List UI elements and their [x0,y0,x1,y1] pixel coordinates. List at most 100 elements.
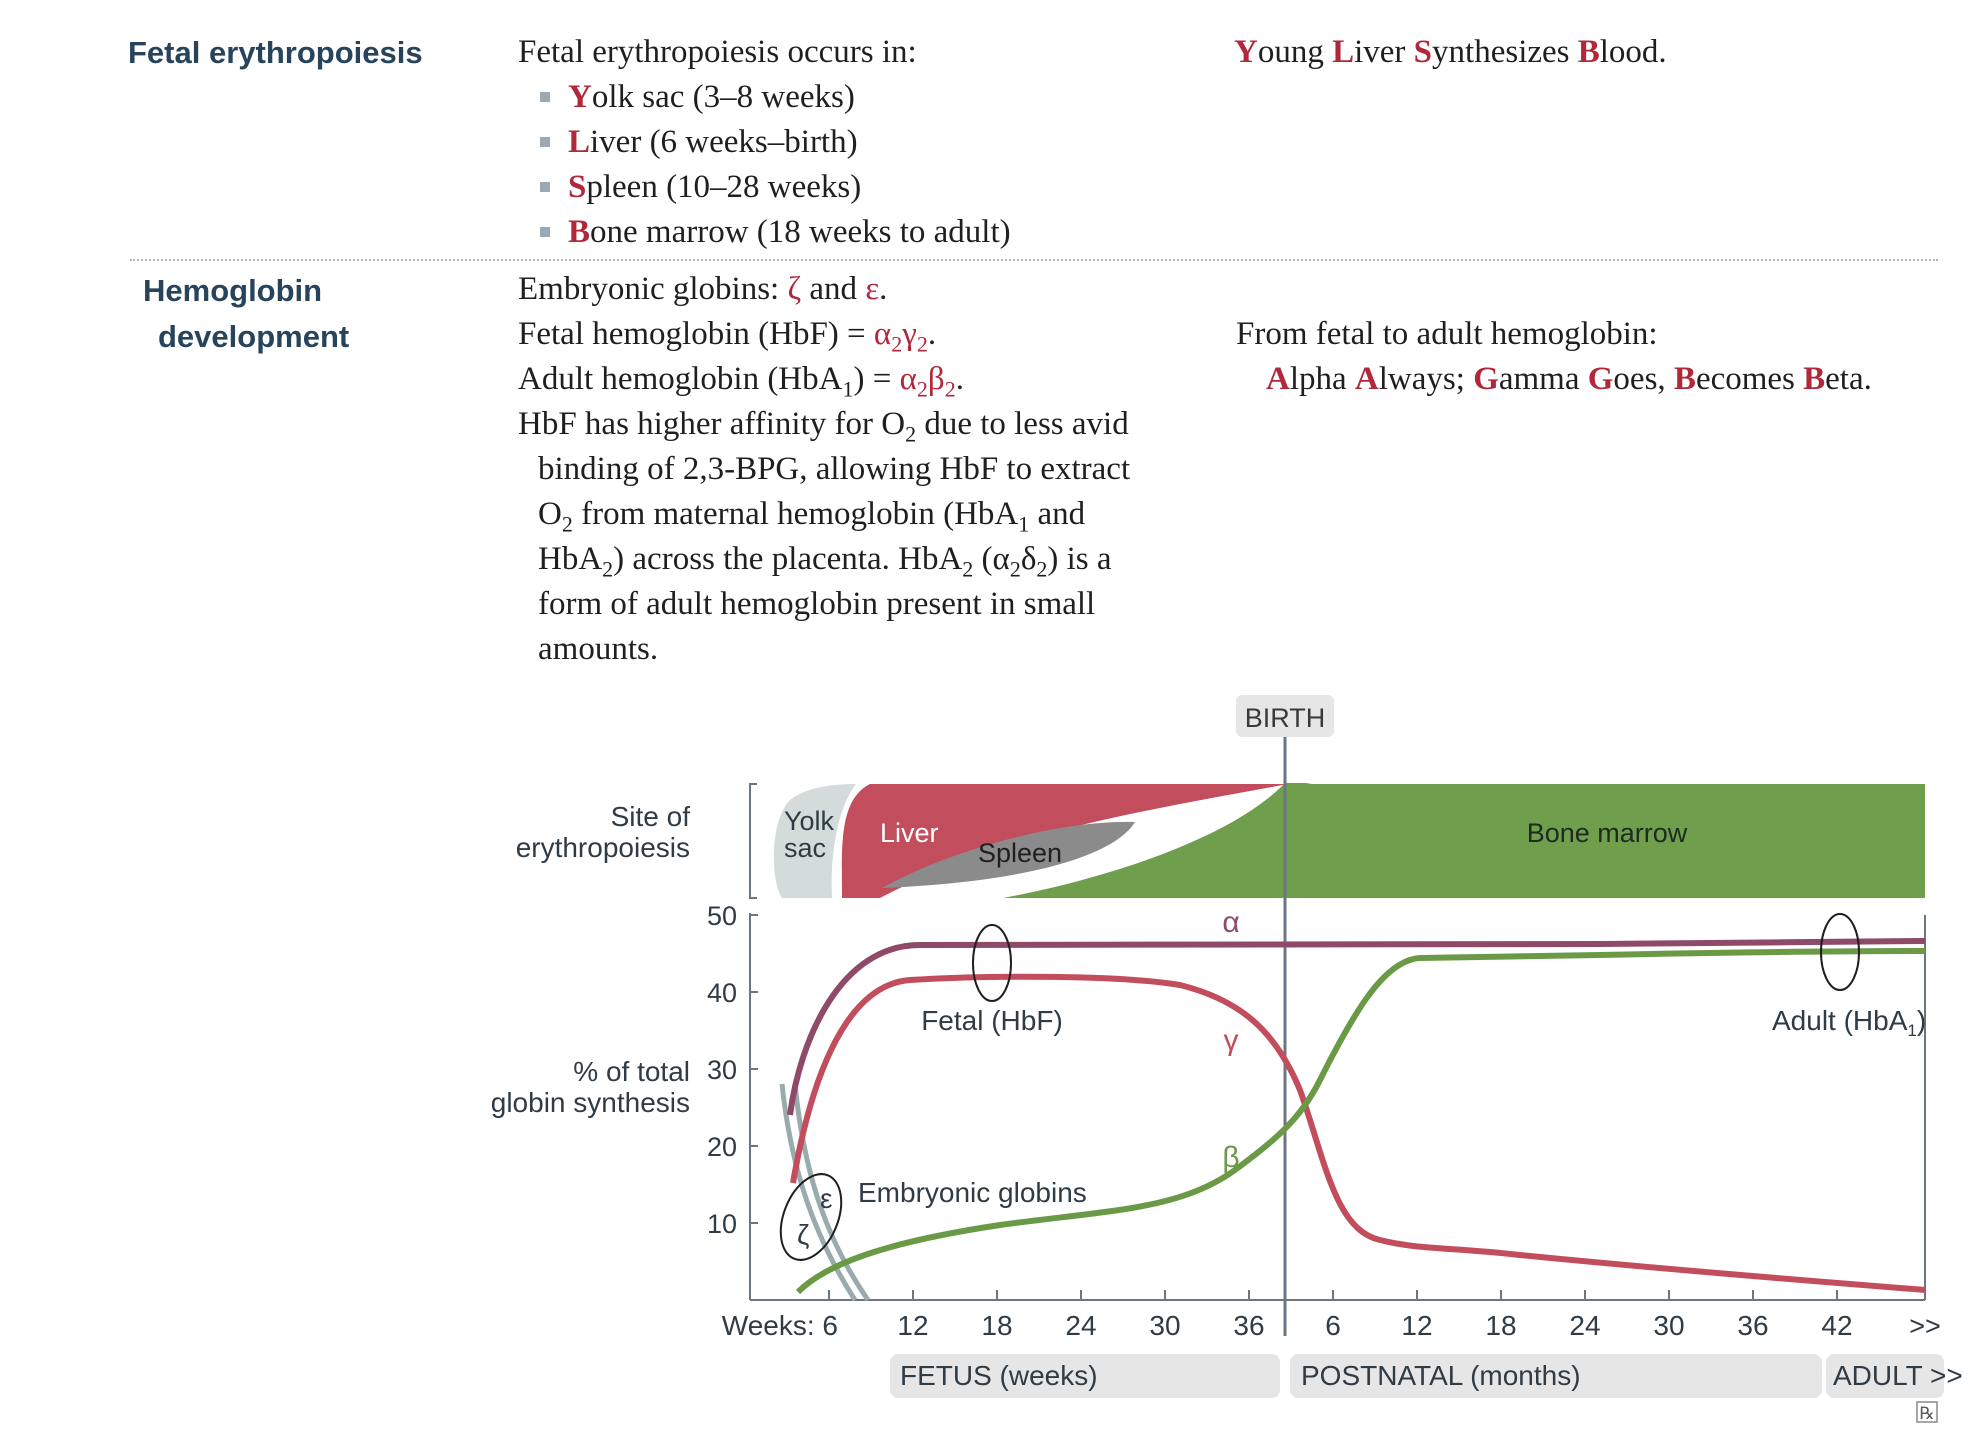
bullet-icon [540,137,550,147]
x-tick-label: 36 [1737,1310,1768,1341]
gamma-globin-curve [790,973,1926,1293]
x-tick-label: 12 [897,1310,928,1341]
fetal-hbf-marker-ellipse [972,924,1012,1002]
bullet-icon [540,92,550,102]
list-item-text: pleen (10–28 weeks) [586,169,862,205]
mnemonic-word: oung [1257,34,1333,70]
alpha-globin-curve [787,938,1926,1116]
section-divider [130,259,1938,261]
list-item: Bone marrow (18 weeks to adult) [540,210,1011,255]
erythropoiesis-site-list: Yolk sac (3–8 weeks) Liver (6 weeks–birt… [540,75,1011,255]
list-item-text: olk sac (3–8 weeks) [591,79,855,115]
y-axis-label-line1: % of total [573,1056,690,1087]
beta-globin-curve [795,948,1926,1295]
embryonic-globins-label: Embryonic globins [858,1177,1087,1208]
spleen-region [882,821,1135,888]
x-tick-label: 30 [1653,1310,1684,1341]
y-tick-label: 10 [707,1209,737,1239]
section-title-line: development [158,319,350,354]
birth-label: BIRTH [1245,703,1326,733]
bullet-icon [540,227,550,237]
postnatal-band [1290,1354,1822,1398]
x-tick-label: >> [1909,1311,1941,1341]
section-title-line: Hemoglobin [143,273,323,308]
list-item-text: iver (6 weeks–birth) [590,124,858,160]
hemoglobin-body: Embryonic globins: ζ and ε. Fetal hemogl… [518,267,1130,672]
mnemonic-initial: Y [568,79,592,115]
yolk-sac-region [773,784,856,898]
bullet-icon [540,182,550,192]
mnemonic-word: ynthesizes [1432,34,1578,70]
epsilon-label: ε [820,1183,832,1214]
list-item: Yolk sac (3–8 weeks) [540,75,1011,120]
hemoglobin-mnemonic: From fetal to adult hemoglobin: Alpha Al… [1236,312,1872,402]
zeta-globin-curve [779,1083,858,1302]
adult-hba-marker-ellipse [1820,913,1860,991]
mnemonic-word: iver [1354,34,1414,70]
affinity-paragraph: HbF has higher affinity for O2 due to le… [518,406,1131,667]
x-tick-label: 12 [1401,1310,1432,1341]
y-tick-label: 50 [707,901,737,931]
x-tick-label: 24 [1569,1310,1600,1341]
embryonic-globins-line: Embryonic globins: ζ and ε. [518,271,888,307]
fetus-band [890,1354,1280,1398]
fetal-hemoglobin-line: Fetal hemoglobin (HbF) = α2γ2. [518,316,937,357]
list-item-text: one marrow (18 weeks to adult) [590,214,1011,250]
x-tick-label: 18 [1485,1310,1516,1341]
site-label-line1: Site of [611,801,691,832]
y-tick-label: 30 [707,1055,737,1085]
alpha-label: α [1222,906,1239,939]
list-item: Spleen (10–28 weeks) [540,165,1011,210]
section-title-fetal-erythropoiesis: Fetal erythropoiesis [128,35,423,70]
y-axis-label-line2: globin synthesis [491,1087,690,1118]
x-tick-label: 36 [1233,1310,1264,1341]
y-tick-label: 40 [707,978,737,1008]
fetal-intro: Fetal erythropoiesis occurs in: [518,34,917,70]
mnemonic-line: Alpha Always; Gamma Goes, Becomes Beta. [1266,361,1872,397]
beta-label: β [1222,1141,1239,1174]
adult-hemoglobin-line: Adult hemoglobin (HbA1) = α2β2. [518,361,964,402]
zeta-label: ζ [797,1219,809,1250]
mnemonic-word: lood. [1599,34,1667,70]
birth-label-box [1236,695,1334,737]
mnemonic-initial: L [1332,34,1355,70]
rx-icon-box [1916,1401,1938,1423]
rx-icon: ℞ [1919,1404,1934,1423]
mnemonic-intro: From fetal to adult hemoglobin: [1236,316,1658,352]
mnemonic-initial: S [1413,34,1433,70]
yolk-sac-label-line2: sac [784,833,826,863]
fetus-band-label: FETUS (weeks) [900,1360,1098,1391]
section-title-hemoglobin-development: Hemoglobin development [143,268,349,360]
adult-hba-label: Adult (HbA1) [1772,1005,1926,1040]
mnemonic-initial: B [1577,34,1600,70]
site-label-line2: erythropoiesis [516,832,690,863]
bone-marrow-label: Bone marrow [1527,818,1688,848]
x-tick-label: 18 [981,1310,1012,1341]
list-item: Liver (6 weeks–birth) [540,120,1011,165]
x-axis-ticks [828,1290,1838,1300]
liver-label: Liver [880,818,939,848]
y-tick-label: 20 [707,1132,737,1162]
site-bracket [749,783,757,899]
x-tick-label: 42 [1821,1310,1852,1341]
x-tick-label: 30 [1149,1310,1180,1341]
fetal-mnemonic: Young Liver Synthesizes Blood. [1234,30,1667,75]
mnemonic-initial: L [568,124,591,160]
fetal-hbf-label: Fetal (HbF) [921,1005,1063,1036]
x-tick-label: 24 [1065,1310,1096,1341]
yolk-sac-label-line1: Yolk [784,806,835,836]
mnemonic-initial: S [568,169,587,205]
x-tick-label-weeks: Weeks: 6 [722,1310,838,1341]
spleen-label: Spleen [978,838,1062,868]
adult-band [1826,1354,1944,1398]
bone-marrow-region [1003,783,1925,898]
embryonic-globins-ellipse [779,1173,843,1261]
liver-region [841,784,1288,898]
gamma-label: γ [1224,1024,1239,1057]
mnemonic-initial: B [568,214,591,250]
x-tick-label: 6 [1325,1310,1341,1341]
fetal-erythropoiesis-body: Fetal erythropoiesis occurs in: Yolk sac… [518,30,1011,255]
adult-band-label: ADULT >> [1833,1360,1963,1391]
y-axis-ticks [750,914,758,1224]
